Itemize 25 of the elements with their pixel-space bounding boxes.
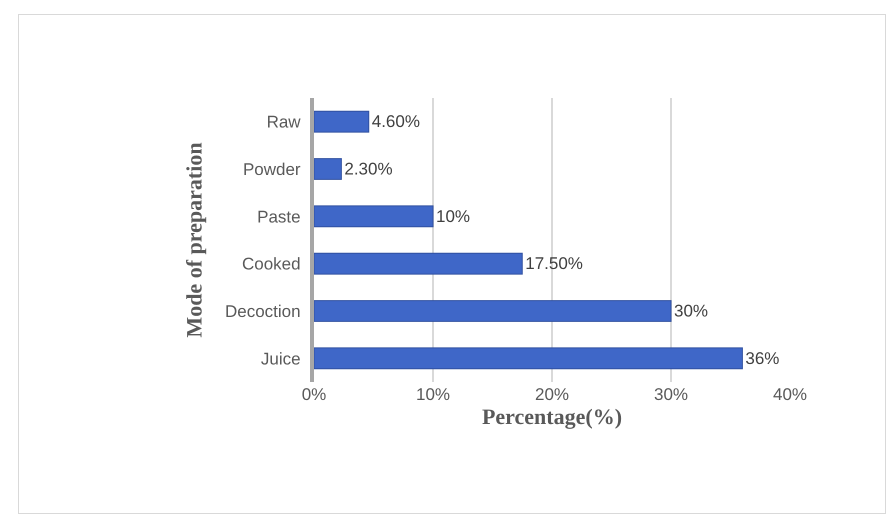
- data-label: 10%: [436, 206, 470, 226]
- data-label: 36%: [745, 348, 780, 368]
- data-label: 17.50%: [525, 254, 583, 274]
- x-axis-title: Percentage(%): [482, 404, 622, 429]
- data-label: 4.60%: [372, 112, 420, 132]
- x-tick-label: 20%: [534, 385, 570, 404]
- x-tick-label: 10%: [416, 385, 450, 404]
- y-tick-label: Decoction: [224, 302, 301, 321]
- y-tick-label: Powder: [242, 160, 301, 179]
- y-tick-label: Raw: [266, 112, 302, 132]
- bar: [314, 158, 342, 180]
- bar: [314, 110, 370, 133]
- y-tick-label: Paste: [257, 207, 301, 226]
- bar: [314, 347, 743, 370]
- x-tick-label: 30%: [654, 385, 688, 404]
- data-label: 2.30%: [344, 160, 393, 178]
- bar: [314, 252, 523, 275]
- bar: [314, 205, 434, 228]
- y-tick-label: Cooked: [242, 254, 301, 274]
- y-axis-title: Mode of preparation: [181, 142, 206, 338]
- data-label: 30%: [674, 302, 708, 320]
- bar: [314, 300, 672, 322]
- x-tick-label: 0%: [302, 385, 326, 404]
- y-tick-label: Juice: [260, 349, 301, 368]
- x-tick-label: 40%: [772, 385, 808, 404]
